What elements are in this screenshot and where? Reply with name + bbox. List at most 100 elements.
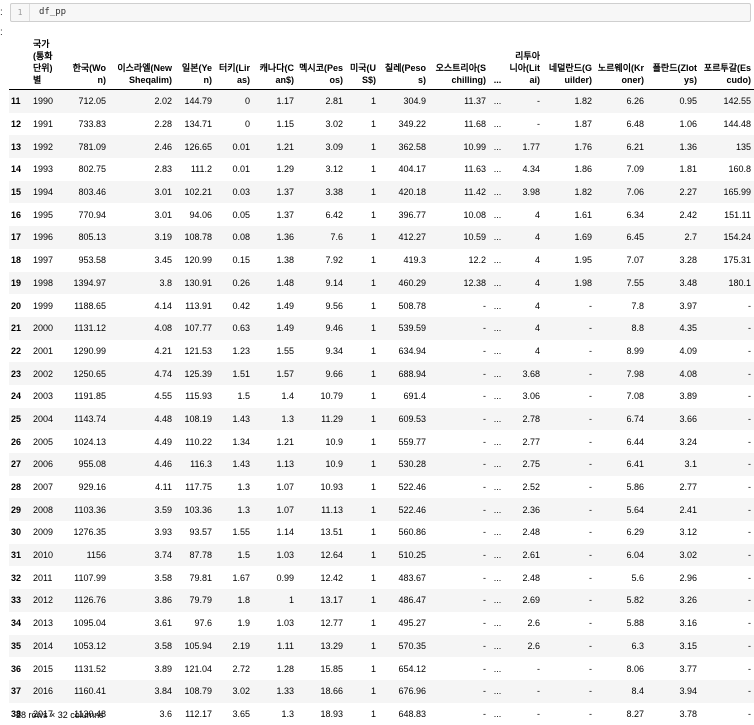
table-cell: ... (489, 408, 507, 431)
table-cell: 1156 (63, 544, 109, 567)
table-cell: 559.77 (379, 430, 429, 453)
table-cell: 2011 (31, 566, 63, 589)
table-cell: 1.48 (253, 272, 297, 295)
table-cell: 121.53 (175, 340, 215, 363)
table-cell: - (429, 476, 489, 499)
table-cell: - (507, 680, 543, 703)
table-cell: ... (489, 498, 507, 521)
table-cell: 15.85 (297, 657, 346, 680)
table-cell: 2007 (31, 476, 63, 499)
table-cell: 1 (346, 453, 379, 476)
code-text[interactable]: df_pp (39, 4, 66, 21)
table-cell: ... (489, 272, 507, 295)
column-header: 멕시코(Pesos) (297, 38, 346, 90)
table-cell: 79.79 (175, 589, 215, 612)
table-cell: 1 (346, 498, 379, 521)
column-header: 일본(Yen) (175, 38, 215, 90)
table-cell: 803.46 (63, 181, 109, 204)
table-cell: 1.3 (215, 498, 253, 521)
table-cell: - (700, 612, 754, 635)
table-cell: 10.79 (297, 385, 346, 408)
table-cell: 3.12 (297, 158, 346, 181)
table-cell: 3.01 (109, 203, 175, 226)
row-index: 11 (9, 90, 31, 113)
table-cell: 2.78 (507, 408, 543, 431)
table-cell: 2.48 (507, 566, 543, 589)
table-cell: - (700, 430, 754, 453)
table-cell: 1131.12 (63, 317, 109, 340)
table-cell: 1.21 (253, 430, 297, 453)
table-cell: 11.37 (429, 90, 489, 113)
table-cell: 1126.76 (63, 589, 109, 612)
table-cell: 1 (346, 249, 379, 272)
table-cell: 1024.13 (63, 430, 109, 453)
table-cell: 112.17 (175, 703, 215, 725)
table-cell: - (543, 408, 595, 431)
row-index: 21 (9, 317, 31, 340)
table-cell: 2.6 (507, 612, 543, 635)
table-cell: 486.47 (379, 589, 429, 612)
table-cell: 12.77 (297, 612, 346, 635)
row-index: 15 (9, 181, 31, 204)
table-cell: 8.06 (595, 657, 647, 680)
table-cell: 2.69 (507, 589, 543, 612)
table-cell: 1999 (31, 294, 63, 317)
table-cell: 2003 (31, 385, 63, 408)
table-cell: 3.77 (647, 657, 700, 680)
row-index: 27 (9, 453, 31, 476)
table-cell: - (700, 362, 754, 385)
table-cell: 2.41 (647, 498, 700, 521)
table-cell: 2.77 (647, 476, 700, 499)
table-cell: 0.42 (215, 294, 253, 317)
table-cell: 7.8 (595, 294, 647, 317)
table-cell: 1 (253, 589, 297, 612)
table-cell: 2.28 (109, 113, 175, 136)
row-index: 29 (9, 498, 31, 521)
table-cell: 3.66 (647, 408, 700, 431)
table-cell: - (543, 703, 595, 725)
table-cell: 4 (507, 317, 543, 340)
table-cell: 93.57 (175, 521, 215, 544)
table-cell: - (543, 589, 595, 612)
table-cell: 1.9 (215, 612, 253, 635)
table-cell: 180.1 (700, 272, 754, 295)
table-cell: 9.34 (297, 340, 346, 363)
column-header: 리투아니아(Litai) (507, 38, 543, 90)
table-cell: 12.38 (429, 272, 489, 295)
table-cell: 522.46 (379, 498, 429, 521)
code-input-cell[interactable]: 1 df_pp (10, 3, 751, 22)
table-cell: 2004 (31, 408, 63, 431)
table-cell: - (700, 703, 754, 725)
table-cell: ... (489, 521, 507, 544)
table-cell: 2009 (31, 521, 63, 544)
table-cell: 1996 (31, 226, 63, 249)
table-cell: 10.99 (429, 135, 489, 158)
table-cell: 6.44 (595, 430, 647, 453)
column-header: 오스트리아(Schilling) (429, 38, 489, 90)
table-cell: - (543, 498, 595, 521)
table-cell: ... (489, 317, 507, 340)
table-cell: 7.6 (297, 226, 346, 249)
table-cell: 3.59 (109, 498, 175, 521)
table-cell: - (700, 476, 754, 499)
table-cell: 1188.65 (63, 294, 109, 317)
table-cell: 10.08 (429, 203, 489, 226)
table-cell: 1053.12 (63, 635, 109, 658)
table-cell: ... (489, 544, 507, 567)
column-header: ... (489, 38, 507, 90)
table-cell: 3.02 (647, 544, 700, 567)
table-cell: 539.59 (379, 317, 429, 340)
table-cell: 11.63 (429, 158, 489, 181)
table-cell: 2.48 (507, 521, 543, 544)
row-index: 20 (9, 294, 31, 317)
table-cell: 108.79 (175, 680, 215, 703)
table-cell: 1394.97 (63, 272, 109, 295)
